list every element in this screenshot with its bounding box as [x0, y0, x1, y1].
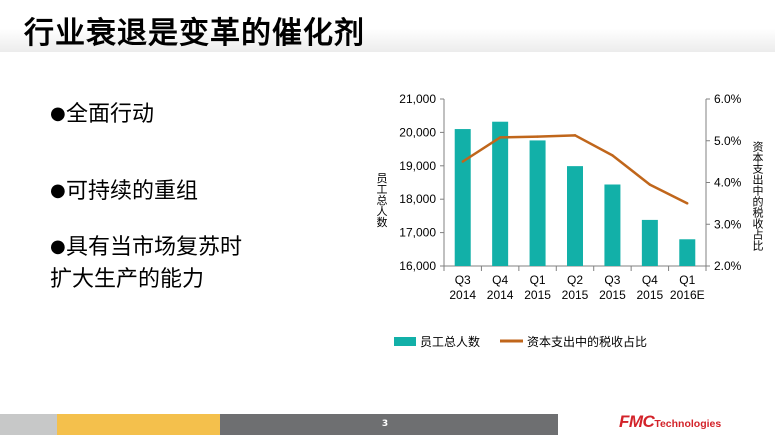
- x-tick-label-year: 2014: [449, 288, 476, 302]
- bullet-item: ●具有当市场复苏时: [50, 229, 242, 261]
- line-point: [686, 202, 689, 205]
- x-tick-label: Q3: [455, 273, 471, 287]
- bar: [641, 219, 658, 266]
- slide-title: 行业衰退是变革的催化剂: [24, 16, 365, 51]
- bullet-dot-icon: ●: [50, 103, 66, 124]
- logo-brand: FMC: [619, 412, 655, 431]
- line-point: [498, 136, 502, 139]
- company-logo: FMCTechnologies: [619, 412, 721, 436]
- legend-label-line: 资本支出中的税收占比: [527, 334, 647, 349]
- logo-suffix: Technologies: [654, 418, 722, 430]
- x-tick-label-year: 2014: [487, 288, 514, 302]
- y-axis-title-left: 员工总人数: [375, 172, 388, 228]
- x-tick-label: Q2: [567, 273, 583, 287]
- y-axis-title-right: 资本支出中的税收占比: [751, 141, 764, 251]
- line-point: [536, 135, 539, 138]
- x-tick-label-year: 2015: [599, 288, 626, 302]
- y-tick-label-right: 2.0%: [714, 259, 742, 273]
- y-tick-label-left: 18,000: [399, 192, 436, 206]
- x-tick-label: Q1: [530, 273, 546, 287]
- y-tick-label-left: 21,000: [399, 92, 436, 106]
- bar: [454, 129, 471, 266]
- x-tick-label: Q4: [492, 273, 508, 287]
- footer-band-yellow: [57, 414, 220, 435]
- line-point: [461, 160, 464, 163]
- bar: [604, 184, 621, 266]
- legend-label-bar: 员工总人数: [420, 334, 480, 349]
- y-tick-label-right: 6.0%: [714, 92, 742, 106]
- title-bar: 行业衰退是变革的催化剂: [0, 0, 775, 52]
- line-point: [573, 134, 577, 137]
- bar: [679, 239, 696, 266]
- bullet-item: ●全面行动: [50, 96, 154, 128]
- y-tick-label-left: 16,000: [399, 259, 436, 273]
- x-tick-label-year: 2015: [562, 288, 589, 302]
- bullet-text: 具有当市场复苏时: [66, 235, 243, 260]
- footer-band-light: [0, 414, 57, 435]
- bullet-dot-icon: ●: [50, 180, 66, 201]
- x-tick-label: Q1: [679, 273, 695, 287]
- bullet-text: 可持续的重组: [66, 179, 199, 204]
- x-tick-label-year: 2015: [637, 288, 664, 302]
- x-tick-label: Q3: [604, 273, 620, 287]
- x-tick-label-year: 2015: [524, 288, 551, 302]
- bar: [492, 121, 509, 266]
- footer-band-dark: [220, 414, 558, 435]
- bullet-continuation: 扩大生产的能力: [50, 267, 205, 292]
- bullet-item: ●可持续的重组: [50, 173, 198, 205]
- combo-chart: 16,000 17,000 18,000 19,000 20,000 21,000 2.0%…: [375, 92, 764, 349]
- x-tick-label-year: 2016E: [670, 288, 705, 302]
- y-tick-label-right: 4.0%: [714, 176, 742, 190]
- y-tick-label-left: 19,000: [399, 159, 436, 173]
- y-tick-label-right: 3.0%: [714, 217, 742, 231]
- y-tick-label-left: 20,000: [399, 125, 436, 139]
- line-point: [648, 183, 652, 186]
- bullet-text: 全面行动: [66, 102, 155, 127]
- bar: [529, 140, 546, 266]
- y-tick-label-left: 17,000: [399, 226, 436, 240]
- x-tick-label: Q4: [642, 273, 658, 287]
- legend-swatch-bar: [394, 337, 416, 346]
- bullet-dot-icon: ●: [50, 236, 66, 257]
- bar: [567, 166, 583, 266]
- y-tick-label-right: 5.0%: [714, 134, 742, 148]
- line-point: [611, 154, 614, 157]
- page-number: 3: [381, 419, 389, 429]
